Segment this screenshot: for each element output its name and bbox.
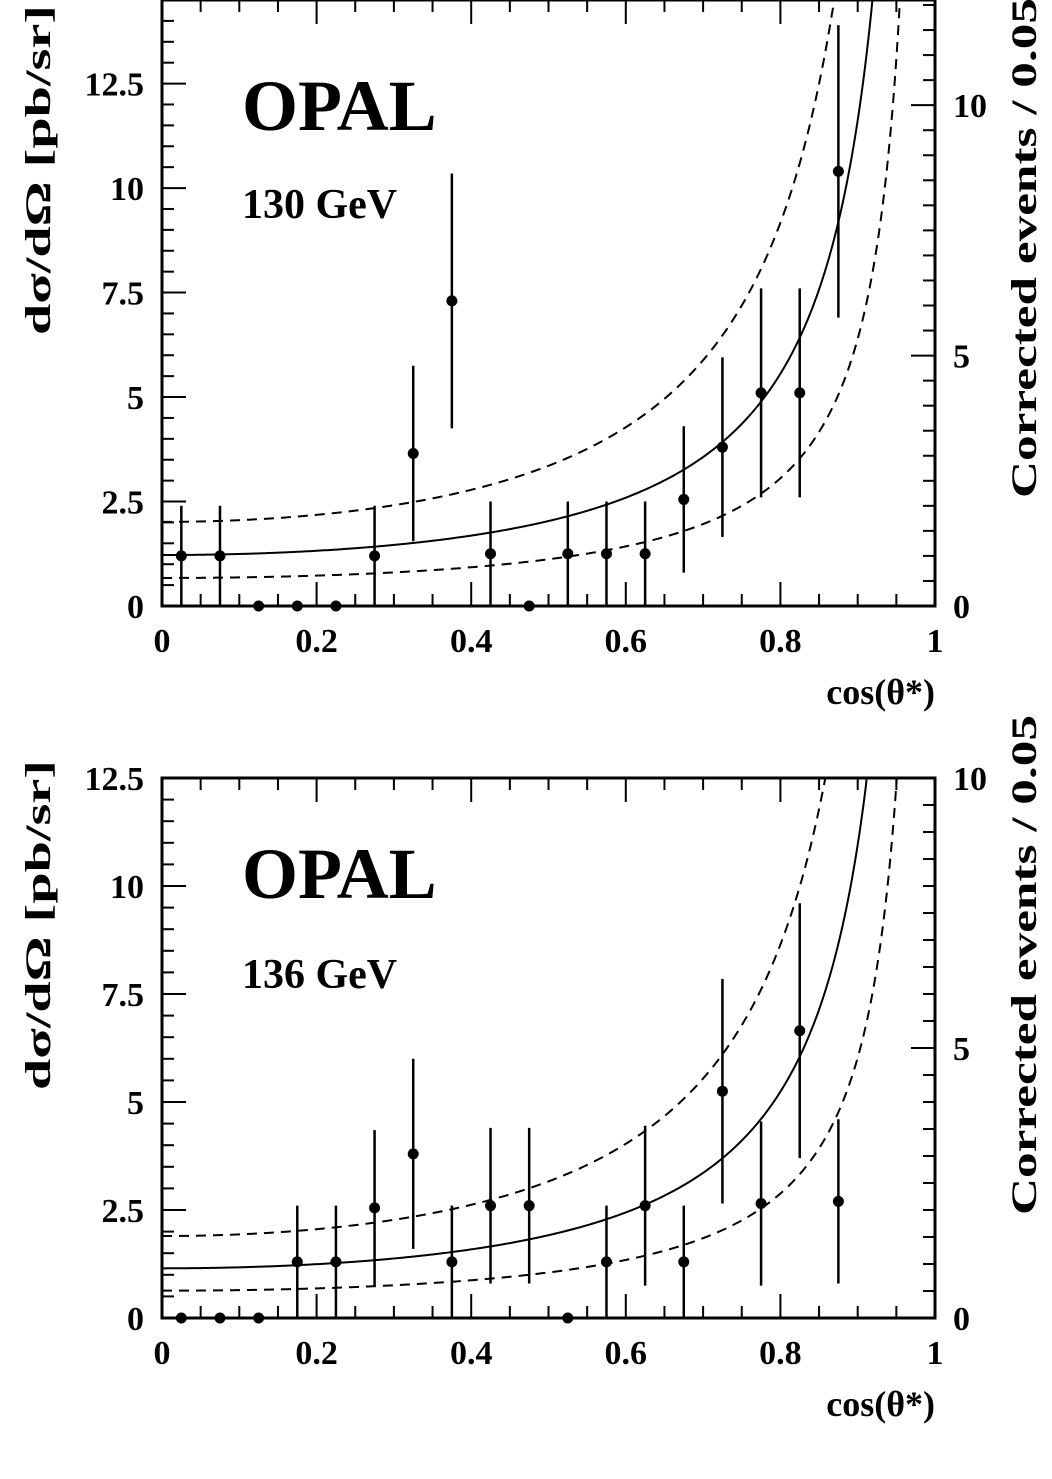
y-tick-label: 2.5: [102, 1193, 145, 1230]
y-tick-label: 10: [110, 171, 144, 208]
data-point: [523, 600, 535, 612]
x-tick-label: 0: [154, 1335, 171, 1372]
y-right-axis-title: Corrected events / 0.05: [1004, 715, 1044, 1215]
upper-curve: [162, 0, 836, 523]
data-point: [291, 600, 303, 612]
x-tick-label: 0.4: [450, 623, 493, 660]
y-right-tick-label: 0: [953, 1301, 970, 1338]
data-point: [253, 1312, 265, 1324]
x-tick-label: 1: [927, 623, 944, 660]
theory-curves: [162, 0, 901, 579]
x-tick-label: 0: [154, 623, 171, 660]
y-right-tick-label: 10: [953, 761, 987, 798]
data-point: [369, 1202, 381, 1214]
data-point: [523, 1200, 535, 1212]
central-curve: [162, 0, 874, 557]
data-points: [175, 903, 844, 1324]
y-tick-label: 7.5: [102, 977, 145, 1014]
data-point: [794, 387, 806, 399]
y-tick-label: 0: [127, 589, 144, 626]
data-point: [485, 548, 497, 560]
y-tick-label: 12.5: [85, 67, 145, 104]
data-point: [832, 165, 844, 177]
x-tick-label: 1: [927, 1335, 944, 1372]
experiment-label: OPAL: [242, 834, 437, 914]
data-point: [407, 447, 419, 459]
data-point: [407, 1148, 419, 1160]
data-point: [716, 1085, 728, 1097]
data-point: [175, 1312, 187, 1324]
y-tick-label: 10: [110, 869, 144, 906]
data-point: [794, 1025, 806, 1037]
data-point: [446, 1256, 458, 1268]
y-tick-label: 7.5: [102, 276, 145, 313]
energy-label: 130 GeV: [242, 182, 397, 228]
data-point: [755, 1198, 767, 1210]
x-tick-label: 0.8: [759, 1335, 802, 1372]
data-point: [175, 550, 187, 562]
data-point: [678, 493, 690, 505]
x-tick-label: 0.2: [295, 1335, 338, 1372]
x-axis-title: cos(θ*): [826, 1384, 935, 1424]
data-point: [330, 600, 342, 612]
data-point: [214, 550, 226, 562]
data-point: [214, 1312, 226, 1324]
y-tick-label: 5: [127, 1085, 144, 1122]
data-point: [330, 1256, 342, 1268]
data-point: [369, 550, 381, 562]
theory-curves: [162, 777, 898, 1292]
x-tick-label: 0.4: [450, 1335, 493, 1372]
data-points: [175, 25, 844, 612]
y-right-tick-label: 5: [953, 1031, 970, 1068]
y-right-axis-title: Corrected events / 0.05: [1004, 0, 1044, 498]
x-tick-label: 0.8: [759, 623, 802, 660]
data-point: [639, 1200, 651, 1212]
energy-label: 136 GeV: [242, 952, 397, 998]
central-curve: [162, 777, 868, 1270]
upper-curve: [162, 777, 827, 1238]
data-point: [600, 548, 612, 560]
y-right-tick-label: 10: [953, 88, 987, 125]
lower-curve: [162, 777, 898, 1292]
data-point: [253, 600, 265, 612]
x-tick-label: 0.2: [295, 623, 338, 660]
x-tick-label: 0.6: [605, 623, 648, 660]
y-tick-label: 12.5: [85, 761, 145, 798]
data-point: [716, 441, 728, 453]
data-point: [446, 295, 458, 307]
lower-curve: [162, 0, 901, 579]
data-point: [639, 548, 651, 560]
x-axis-title: cos(θ*): [826, 672, 935, 712]
data-point: [832, 1195, 844, 1207]
y-right-tick-label: 0: [953, 589, 970, 626]
y-tick-label: 2.5: [102, 485, 145, 522]
y-tick-label: 5: [127, 380, 144, 417]
data-point: [485, 1200, 497, 1212]
y-tick-label: 0: [127, 1301, 144, 1338]
y-right-tick-label: 5: [953, 339, 970, 376]
data-point: [562, 548, 574, 560]
y-axis-title: dσ/dΩ [pb/sr]: [18, 760, 58, 1090]
data-point: [291, 1256, 303, 1268]
data-point: [678, 1256, 690, 1268]
data-point: [562, 1312, 574, 1324]
x-tick-label: 0.6: [605, 1335, 648, 1372]
data-point: [755, 387, 767, 399]
experiment-label: OPAL: [242, 66, 437, 146]
data-point: [600, 1256, 612, 1268]
y-axis-title: dσ/dΩ [pb/sr]: [18, 5, 58, 335]
